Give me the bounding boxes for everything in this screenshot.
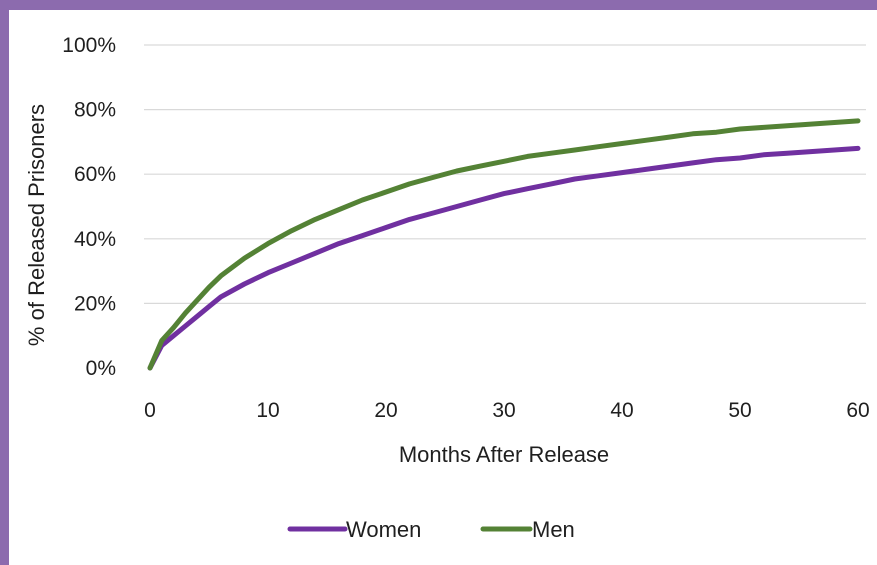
legend: Women Men	[287, 517, 575, 542]
y-tick-label: 60%	[74, 163, 116, 186]
y-axis-title: % of Released Prisoners	[24, 104, 49, 346]
x-tick-label: 60	[846, 399, 869, 422]
y-tick-label: 20%	[74, 292, 116, 315]
x-axis-ticks: 0 10 20 30 40 50 60	[144, 399, 870, 422]
series-line-women	[147, 145, 861, 371]
x-tick-label: 20	[374, 399, 397, 422]
y-tick-label: 80%	[74, 99, 116, 122]
frame-left-border	[0, 0, 9, 565]
frame-top-border	[0, 0, 877, 10]
legend-label-women: Women	[346, 517, 421, 542]
series-line-men	[147, 118, 861, 371]
x-tick-label: 0	[144, 399, 156, 422]
legend-label-men: Men	[532, 517, 575, 542]
x-tick-label: 40	[610, 399, 633, 422]
y-tick-label: 0%	[86, 357, 116, 380]
x-tick-label: 10	[256, 399, 279, 422]
series-lines	[147, 118, 861, 371]
x-tick-label: 30	[492, 399, 515, 422]
x-tick-label: 50	[728, 399, 751, 422]
gridlines	[144, 44, 866, 304]
y-tick-label: 100%	[62, 34, 116, 57]
y-axis-ticks: 0% 20% 40% 60% 80% 100%	[62, 34, 116, 380]
y-tick-label: 40%	[74, 228, 116, 251]
x-axis-title: Months After Release	[399, 442, 609, 467]
